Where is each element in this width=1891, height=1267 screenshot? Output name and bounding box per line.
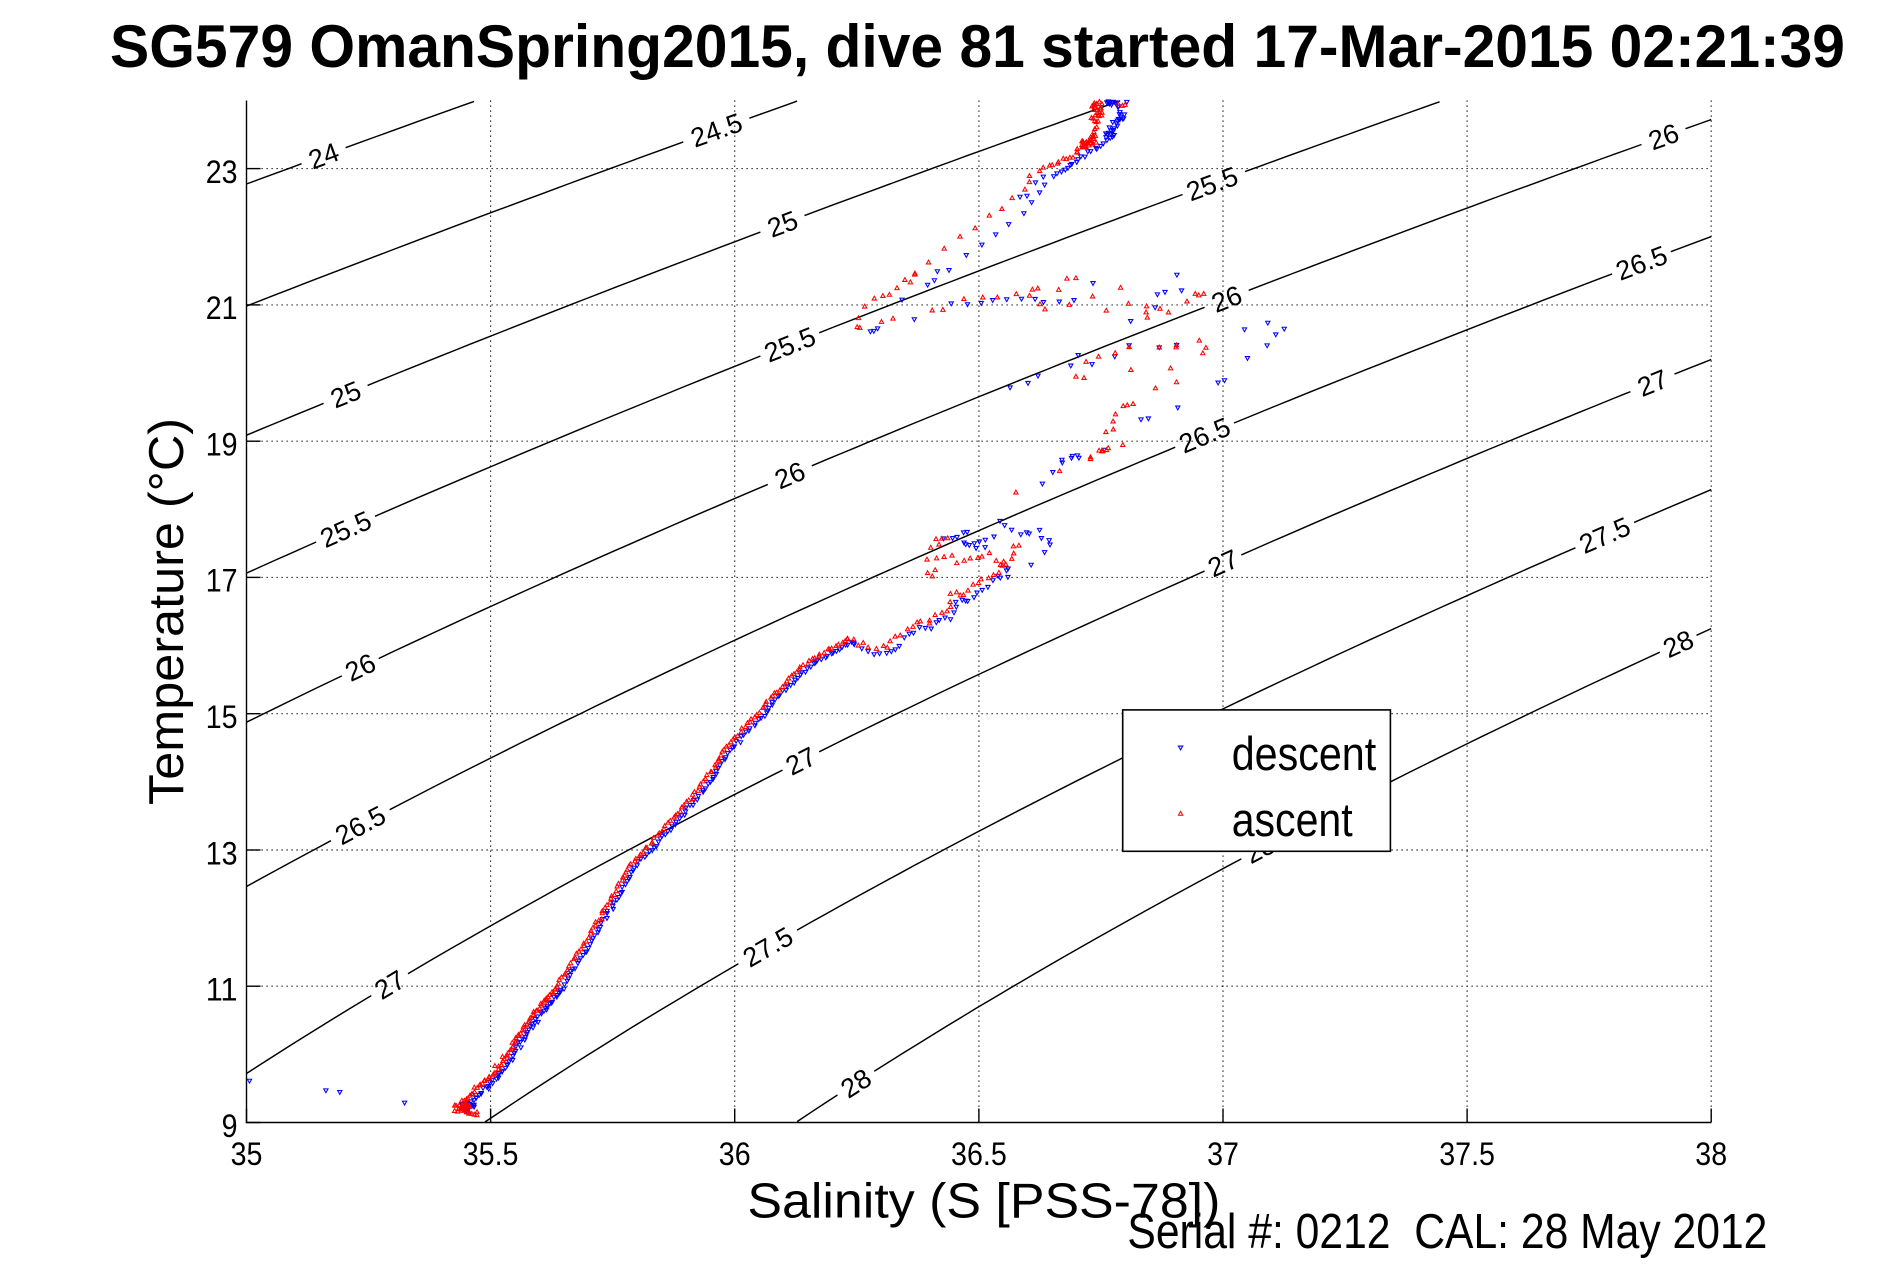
svg-text:19: 19 bbox=[206, 427, 238, 463]
svg-text:Serial #: 0212 CAL: 28 May 20: Serial #: 0212 CAL: 28 May 2012 bbox=[1127, 1205, 1767, 1259]
svg-text:35.5: 35.5 bbox=[463, 1136, 519, 1172]
svg-text:37.5: 37.5 bbox=[1439, 1136, 1495, 1172]
svg-text:9: 9 bbox=[222, 1108, 238, 1144]
svg-text:13: 13 bbox=[206, 835, 238, 871]
svg-text:21: 21 bbox=[206, 290, 238, 326]
svg-text:37: 37 bbox=[1207, 1136, 1239, 1172]
svg-text:15: 15 bbox=[206, 699, 238, 735]
svg-text:35: 35 bbox=[231, 1136, 263, 1172]
svg-text:Salinity (S [PSS-78]): Salinity (S [PSS-78]) bbox=[747, 1175, 1220, 1229]
svg-text:17: 17 bbox=[206, 563, 238, 599]
svg-text:SG579 OmanSpring2015, dive 81: SG579 OmanSpring2015, dive 81 started 17… bbox=[110, 13, 1845, 80]
svg-text:descent: descent bbox=[1232, 727, 1377, 780]
svg-text:36.5: 36.5 bbox=[951, 1136, 1007, 1172]
svg-text:36: 36 bbox=[719, 1136, 751, 1172]
svg-text:Temperature (°C): Temperature (°C) bbox=[140, 418, 194, 805]
svg-text:23: 23 bbox=[206, 154, 238, 190]
svg-text:ascent: ascent bbox=[1232, 793, 1353, 846]
svg-text:38: 38 bbox=[1695, 1136, 1727, 1172]
svg-text:11: 11 bbox=[206, 972, 238, 1008]
